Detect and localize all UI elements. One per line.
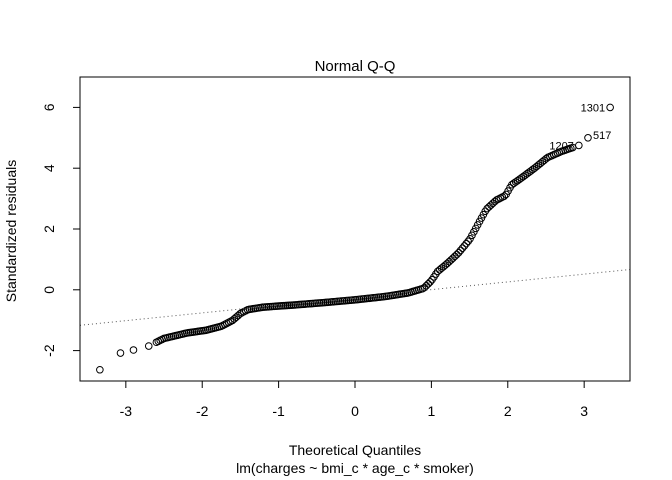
data-point xyxy=(513,176,522,185)
y-tick-label: 4 xyxy=(41,164,57,172)
data-point xyxy=(452,250,461,259)
data-point xyxy=(508,180,516,189)
data-point xyxy=(96,365,104,374)
data-point xyxy=(462,239,471,248)
data-point xyxy=(451,252,459,261)
x-tick-label: 3 xyxy=(580,403,588,419)
x-tick-label: 1 xyxy=(427,403,435,419)
data-point xyxy=(542,154,550,163)
outlier-label: 1207 xyxy=(549,140,573,152)
data-point xyxy=(424,280,433,288)
data-point xyxy=(454,248,463,257)
x-tick-label: -1 xyxy=(272,403,285,419)
data-point xyxy=(500,192,509,200)
y-axis: -2 0 2 4 6 xyxy=(41,103,81,357)
data-point xyxy=(422,281,431,290)
data-point xyxy=(129,346,138,354)
data-point xyxy=(515,175,524,184)
point-labels: 1301 517 1207 xyxy=(549,102,611,152)
data-point xyxy=(490,197,499,206)
y-tick-label: 6 xyxy=(41,103,57,111)
reference-line xyxy=(79,268,631,326)
data-point xyxy=(606,103,614,112)
outlier-label: 1301 xyxy=(581,102,605,114)
data-point xyxy=(144,342,153,350)
x-tick-label: -3 xyxy=(120,403,133,419)
chart-subtitle: lm(charges ~ bmi_c * age_c * smoker) xyxy=(236,460,474,476)
y-tick-label: 2 xyxy=(41,225,57,233)
data-point xyxy=(449,254,457,262)
x-tick-label: 2 xyxy=(504,403,512,419)
data-point xyxy=(426,278,434,286)
data-point xyxy=(458,244,467,252)
data-point xyxy=(447,256,455,264)
x-tick-label: 0 xyxy=(351,403,359,419)
data-point xyxy=(575,141,583,150)
y-tick-label: -2 xyxy=(41,344,57,357)
data-point xyxy=(584,134,592,142)
data-point xyxy=(116,349,125,357)
data-point xyxy=(511,178,520,186)
data-point xyxy=(509,179,518,188)
data-point xyxy=(420,283,429,292)
x-axis: -3 -2 -1 0 1 2 3 xyxy=(120,380,588,419)
points-layer xyxy=(96,103,614,374)
chart-title: Normal Q-Q xyxy=(315,58,396,75)
outlier-label: 517 xyxy=(593,130,611,142)
y-axis-label: Standardized residuals xyxy=(3,160,19,302)
data-point xyxy=(456,246,465,255)
x-tick-label: -2 xyxy=(196,403,209,419)
data-point xyxy=(460,242,469,250)
x-axis-label: Theoretical Quantiles xyxy=(289,442,421,458)
data-point xyxy=(236,310,244,318)
y-tick-label: 0 xyxy=(41,286,57,294)
